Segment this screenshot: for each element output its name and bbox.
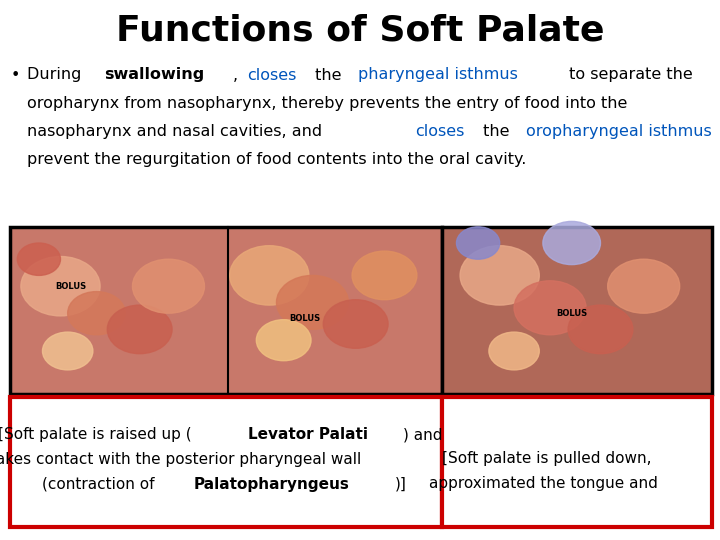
Text: prevent the regurgitation of food contents into the oral cavity.: prevent the regurgitation of food conten…: [27, 152, 527, 167]
Circle shape: [460, 246, 539, 305]
Text: •: •: [11, 68, 20, 83]
Text: closes: closes: [247, 68, 296, 83]
Text: nasopharynx and nasal cavities, and: nasopharynx and nasal cavities, and: [27, 124, 328, 139]
Circle shape: [456, 227, 500, 259]
Circle shape: [352, 251, 417, 300]
Circle shape: [68, 292, 125, 335]
Text: the: the: [479, 124, 515, 139]
Text: [Soft palate is pulled down,: [Soft palate is pulled down,: [442, 451, 652, 466]
Text: [Soft palate is raised up (: [Soft palate is raised up (: [0, 427, 192, 442]
Text: oropharyngeal isthmus: oropharyngeal isthmus: [526, 124, 711, 139]
Text: Closure of Pharyngeal isthmus: Closure of Pharyngeal isthmus: [83, 403, 369, 421]
Text: approximated the tongue and: approximated the tongue and: [429, 476, 658, 491]
Text: oropharynx from nasopharynx, thereby prevents the entry of food into the: oropharynx from nasopharynx, thereby pre…: [27, 96, 628, 111]
FancyBboxPatch shape: [442, 397, 712, 526]
Text: ) and: ) and: [403, 427, 442, 442]
Text: makes contact with the posterior pharyngeal wall: makes contact with the posterior pharyng…: [0, 452, 361, 467]
Circle shape: [107, 305, 172, 354]
Text: ,: ,: [233, 68, 244, 83]
Circle shape: [489, 332, 539, 370]
Text: BOLUS: BOLUS: [556, 309, 588, 318]
Circle shape: [276, 275, 348, 329]
Text: closes: closes: [415, 124, 464, 139]
Text: )]: )]: [395, 477, 407, 492]
Text: During: During: [27, 68, 87, 83]
Circle shape: [608, 259, 680, 313]
Bar: [10, 227, 442, 394]
Circle shape: [568, 305, 633, 354]
Circle shape: [256, 320, 311, 361]
Circle shape: [514, 281, 586, 335]
Text: Palatopharyngeus: Palatopharyngeus: [194, 477, 349, 492]
Circle shape: [132, 259, 204, 313]
Circle shape: [17, 243, 60, 275]
Text: Levator Palati: Levator Palati: [248, 427, 368, 442]
Text: (contraction of: (contraction of: [42, 477, 160, 492]
Text: the: the: [310, 68, 347, 83]
Circle shape: [21, 256, 100, 316]
Bar: [442, 227, 712, 394]
Circle shape: [42, 332, 93, 370]
Text: Functions of Soft Palate: Functions of Soft Palate: [116, 14, 604, 48]
Text: swallowing: swallowing: [104, 68, 204, 83]
Text: to separate the: to separate the: [564, 68, 693, 83]
Text: pharyngeal isthmus: pharyngeal isthmus: [358, 68, 518, 83]
Circle shape: [230, 246, 309, 305]
Circle shape: [543, 221, 600, 265]
Text: BOLUS: BOLUS: [55, 282, 87, 291]
FancyBboxPatch shape: [10, 397, 442, 526]
Circle shape: [323, 300, 388, 348]
Text: BOLUS: BOLUS: [289, 314, 321, 323]
Text: Closure of Oropharyngeal
isthmus: Closure of Oropharyngeal isthmus: [456, 403, 698, 442]
